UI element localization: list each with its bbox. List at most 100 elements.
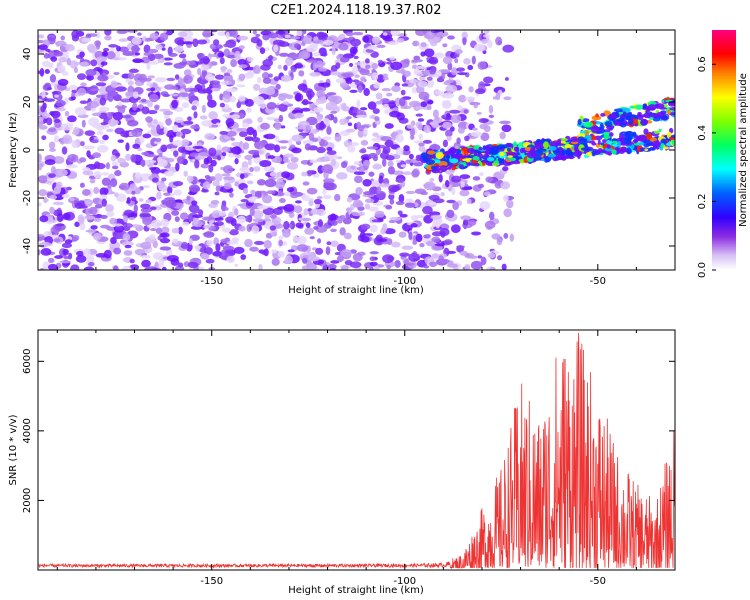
noise-blob xyxy=(372,108,380,115)
noise-blob xyxy=(362,191,375,196)
noise-blob xyxy=(165,117,172,126)
noise-blob xyxy=(139,213,152,218)
noise-blob xyxy=(106,51,116,60)
noise-blob xyxy=(70,95,76,101)
noise-blob xyxy=(191,200,198,206)
noise-blob xyxy=(96,56,108,62)
signal-blob xyxy=(660,143,665,148)
noise-blob xyxy=(38,249,41,256)
noise-blob xyxy=(413,161,424,167)
noise-blob xyxy=(258,263,263,270)
noise-blob xyxy=(495,92,501,101)
noise-blob xyxy=(253,166,261,172)
signal-blob xyxy=(588,140,596,144)
signal-blob xyxy=(429,156,433,160)
signal-blob xyxy=(619,122,627,128)
noise-blob xyxy=(52,112,59,119)
noise-blob xyxy=(208,164,214,173)
noise-blob xyxy=(238,225,246,232)
noise-blob xyxy=(428,56,439,65)
noise-blob xyxy=(181,241,188,249)
noise-blob xyxy=(159,32,169,42)
noise-blob xyxy=(502,166,509,172)
noise-blob xyxy=(133,204,138,213)
noise-blob xyxy=(356,99,361,108)
noise-blob xyxy=(375,100,383,105)
noise-blob xyxy=(415,30,427,37)
signal-blob xyxy=(482,155,486,160)
noise-blob xyxy=(431,236,441,243)
noise-blob xyxy=(246,107,252,113)
noise-blob xyxy=(435,90,443,95)
noise-blob xyxy=(411,64,418,70)
noise-blob xyxy=(142,185,151,189)
noise-blob xyxy=(240,254,247,260)
noise-blob xyxy=(102,134,109,141)
noise-blob xyxy=(114,127,125,135)
noise-blob xyxy=(223,48,230,57)
noise-blob xyxy=(288,138,293,146)
noise-blob xyxy=(188,91,195,101)
noise-blob xyxy=(377,238,388,243)
noise-blob xyxy=(150,219,162,229)
noise-blob xyxy=(225,216,235,223)
noise-blob xyxy=(110,155,117,162)
noise-blob xyxy=(159,237,171,244)
noise-blob xyxy=(271,258,280,266)
y-tick-label: -20 xyxy=(22,190,33,206)
noise-blob xyxy=(128,216,135,221)
noise-blob xyxy=(41,112,50,119)
noise-blob xyxy=(75,254,87,263)
noise-blob xyxy=(238,45,245,50)
noise-blob xyxy=(48,127,57,133)
noise-blob xyxy=(313,226,319,230)
noise-blob xyxy=(413,68,420,75)
noise-blob xyxy=(38,125,48,130)
signal-blob xyxy=(570,141,579,145)
noise-blob xyxy=(72,126,80,136)
noise-blob xyxy=(147,248,153,252)
noise-blob xyxy=(326,150,337,155)
noise-blob xyxy=(343,232,352,240)
noise-blob xyxy=(41,90,46,99)
noise-blob xyxy=(127,72,135,80)
noise-blob xyxy=(79,61,89,67)
x-tick-label: -100 xyxy=(393,276,416,287)
noise-blob xyxy=(442,92,455,99)
noise-blob xyxy=(418,80,429,88)
noise-blob xyxy=(336,55,341,60)
noise-blob xyxy=(279,146,288,150)
signal-blob xyxy=(542,148,547,152)
noise-blob xyxy=(80,82,87,87)
noise-blob xyxy=(95,40,101,50)
noise-blob xyxy=(163,62,173,66)
colorbar-tick-label: 0.6 xyxy=(697,56,708,72)
noise-blob xyxy=(49,206,55,214)
noise-blob xyxy=(387,166,395,175)
signal-blob xyxy=(617,140,622,148)
noise-blob xyxy=(404,202,416,208)
noise-blob xyxy=(283,156,289,163)
signal-blob xyxy=(547,153,556,158)
noise-blob xyxy=(376,186,382,194)
noise-blob xyxy=(414,215,425,219)
signal-blob xyxy=(473,162,480,167)
noise-blob xyxy=(321,164,334,174)
noise-blob xyxy=(56,223,65,227)
noise-blob xyxy=(360,107,368,111)
noise-blob xyxy=(178,53,187,59)
noise-blob xyxy=(326,147,333,152)
noise-blob xyxy=(188,184,200,193)
noise-blob xyxy=(85,229,97,233)
noise-blob xyxy=(302,197,315,202)
noise-blob xyxy=(204,133,216,141)
noise-blob xyxy=(394,259,401,268)
noise-blob xyxy=(140,241,152,250)
noise-blob xyxy=(311,39,324,44)
noise-blob xyxy=(258,149,264,155)
noise-blob xyxy=(242,187,249,195)
noise-blob xyxy=(443,239,453,246)
noise-blob xyxy=(274,104,286,109)
noise-blob xyxy=(446,135,452,142)
noise-blob xyxy=(252,65,261,74)
